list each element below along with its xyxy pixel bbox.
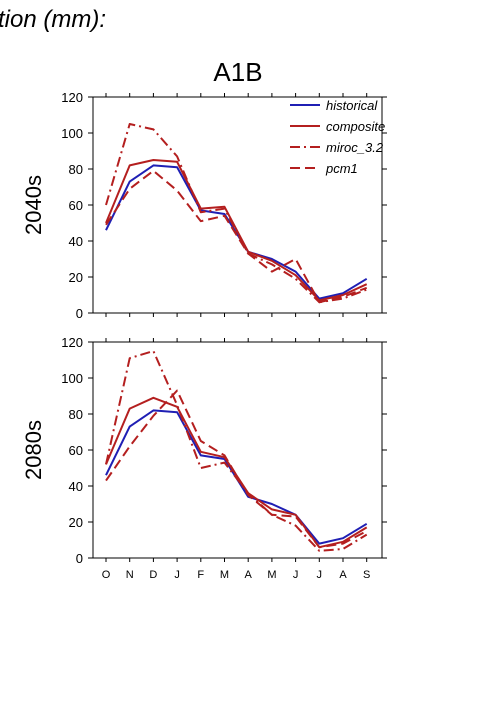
series-line-pcm1 (105, 169, 368, 304)
series-line-composite (105, 396, 368, 549)
x-tick-label: O (102, 569, 111, 581)
y-tick-label: 60 (69, 443, 83, 458)
row-label: 2080s (21, 420, 46, 480)
y-tick-label: 80 (69, 162, 83, 177)
y-tick-label: 100 (61, 126, 83, 141)
y-tick-label: 0 (76, 306, 83, 321)
y-tick-label: 0 (76, 551, 83, 566)
x-tick-label: M (220, 569, 229, 581)
y-tick-label: 100 (61, 371, 83, 386)
series-line-miroc-3-2 (105, 123, 368, 304)
y-tick-label: 20 (69, 270, 83, 285)
series-line-pcm1 (105, 389, 368, 549)
legend-label: pcm1 (325, 161, 358, 176)
y-tick-label: 120 (61, 90, 83, 105)
series-line-composite (105, 159, 368, 302)
chart-panel-1: 0 20 40 60 80 100 120 2040s historical composite m… (21, 90, 387, 321)
y-tick-label: 60 (69, 198, 83, 213)
chart-panels: 0 20 40 60 80 100 120 2040s historical composite m… (21, 90, 387, 581)
chart-panel-2: 0 20 40 60 80 100 120 O N D J F M A M J J A S 2080s (21, 335, 387, 581)
x-tick-label: J (293, 569, 299, 581)
legend-label: miroc_3.2 (326, 140, 384, 155)
x-tick-label: J (317, 569, 323, 581)
x-tick-label: N (126, 569, 134, 581)
y-tick-label: 40 (69, 479, 83, 494)
y-tick-label: 40 (69, 234, 83, 249)
x-tick-label: A (339, 569, 347, 581)
legend: historical composite miroc_3.2 pcm1 (290, 98, 385, 176)
plot-frame (92, 341, 383, 559)
y-tick-label: 80 (69, 407, 83, 422)
panel-title: A1B (213, 57, 262, 87)
x-tick-label: J (174, 569, 180, 581)
legend-label: composite (326, 119, 385, 134)
x-tick-label: M (267, 569, 276, 581)
y-tick-label: 20 (69, 515, 83, 530)
figure-title: tion (mm): (0, 6, 106, 33)
series-line-miroc-3-2 (105, 350, 368, 552)
legend-label: historical (326, 98, 378, 113)
x-tick-label: D (149, 569, 157, 581)
row-label: 2040s (21, 175, 46, 235)
y-tick-label: 120 (61, 335, 83, 350)
x-tick-label: A (245, 569, 253, 581)
x-tick-label: F (197, 569, 204, 581)
x-tick-label: S (363, 569, 370, 581)
